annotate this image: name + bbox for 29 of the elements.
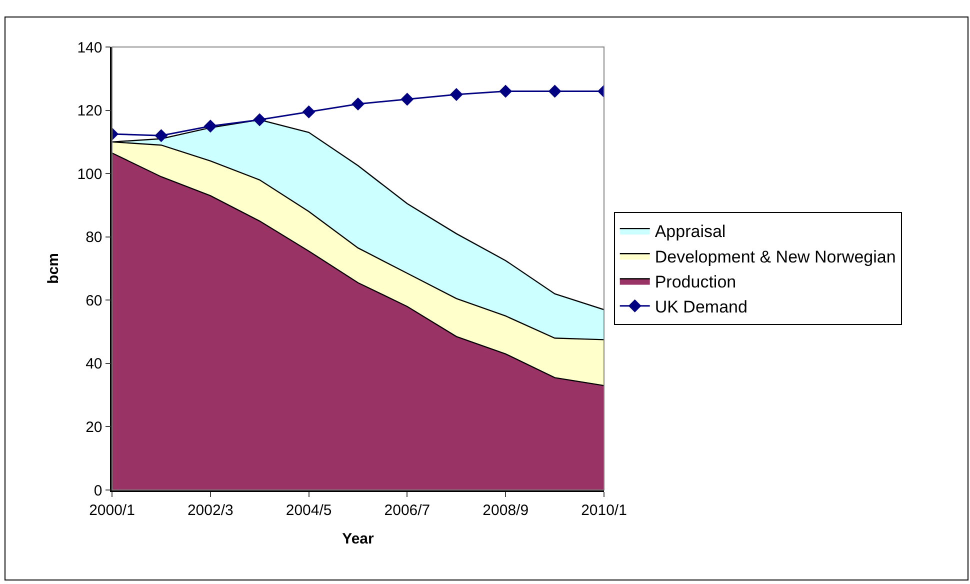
point bbox=[499, 84, 512, 98]
y-tick-label: 40 bbox=[86, 356, 102, 373]
point bbox=[302, 105, 316, 118]
point bbox=[352, 97, 364, 110]
y-tick-label: 140 bbox=[77, 39, 102, 56]
x-tick-label: 2004/5 bbox=[286, 502, 332, 519]
legend-label: UK Demand bbox=[654, 297, 748, 316]
x-tick-label: 2010/1 bbox=[581, 502, 627, 519]
point bbox=[400, 92, 414, 106]
point bbox=[204, 120, 217, 133]
y-axis-title: bcm bbox=[44, 253, 62, 284]
point bbox=[253, 113, 266, 126]
y-tick-label: 20 bbox=[86, 418, 102, 436]
point bbox=[450, 88, 463, 101]
legend-label: Development & New Norwegian bbox=[654, 247, 896, 266]
x-tick-label: 2008/9 bbox=[482, 502, 529, 519]
point bbox=[154, 129, 168, 142]
legend-label: Appraisal bbox=[654, 222, 726, 242]
y-tick-label: 0 bbox=[94, 482, 102, 500]
x-tick-label: 2002/3 bbox=[187, 502, 234, 519]
x-tick-label: 2006/7 bbox=[384, 502, 430, 519]
y-tick-label: 80 bbox=[86, 229, 102, 246]
point bbox=[548, 84, 562, 98]
legend-label: Production bbox=[654, 272, 736, 292]
y-tick-label: 100 bbox=[77, 166, 102, 183]
y-tick-label: 120 bbox=[77, 102, 102, 120]
y-tick-label: 60 bbox=[86, 292, 102, 310]
x-tick-label: 2000/1 bbox=[89, 502, 135, 519]
x-axis-title: Year bbox=[342, 530, 374, 548]
